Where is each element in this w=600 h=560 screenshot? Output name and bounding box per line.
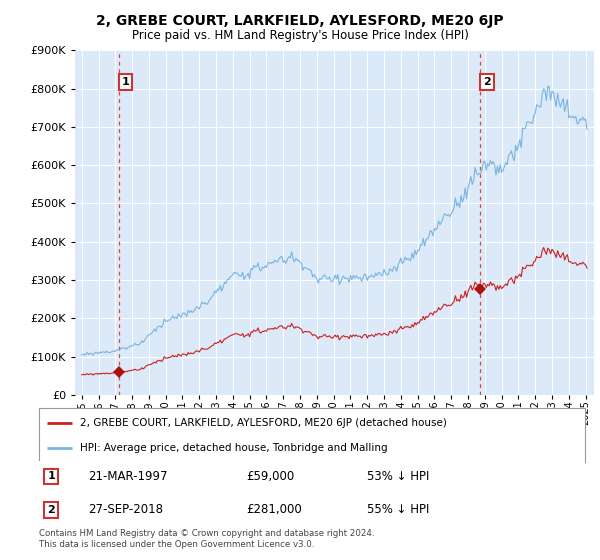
Text: 53% ↓ HPI: 53% ↓ HPI — [367, 470, 429, 483]
Text: 2: 2 — [483, 77, 491, 87]
Text: HPI: Average price, detached house, Tonbridge and Malling: HPI: Average price, detached house, Tonb… — [80, 444, 388, 454]
Text: Contains HM Land Registry data © Crown copyright and database right 2024.
This d: Contains HM Land Registry data © Crown c… — [39, 529, 374, 549]
Text: Price paid vs. HM Land Registry's House Price Index (HPI): Price paid vs. HM Land Registry's House … — [131, 29, 469, 42]
Text: 1: 1 — [122, 77, 129, 87]
Text: 2, GREBE COURT, LARKFIELD, AYLESFORD, ME20 6JP (detached house): 2, GREBE COURT, LARKFIELD, AYLESFORD, ME… — [80, 418, 447, 428]
Text: 21-MAR-1997: 21-MAR-1997 — [88, 470, 167, 483]
Text: 2: 2 — [47, 505, 55, 515]
Text: 55% ↓ HPI: 55% ↓ HPI — [367, 503, 429, 516]
Text: 2, GREBE COURT, LARKFIELD, AYLESFORD, ME20 6JP: 2, GREBE COURT, LARKFIELD, AYLESFORD, ME… — [96, 14, 504, 28]
Text: £59,000: £59,000 — [247, 470, 295, 483]
Text: 1: 1 — [47, 472, 55, 482]
Text: £281,000: £281,000 — [247, 503, 302, 516]
Text: 27-SEP-2018: 27-SEP-2018 — [88, 503, 163, 516]
